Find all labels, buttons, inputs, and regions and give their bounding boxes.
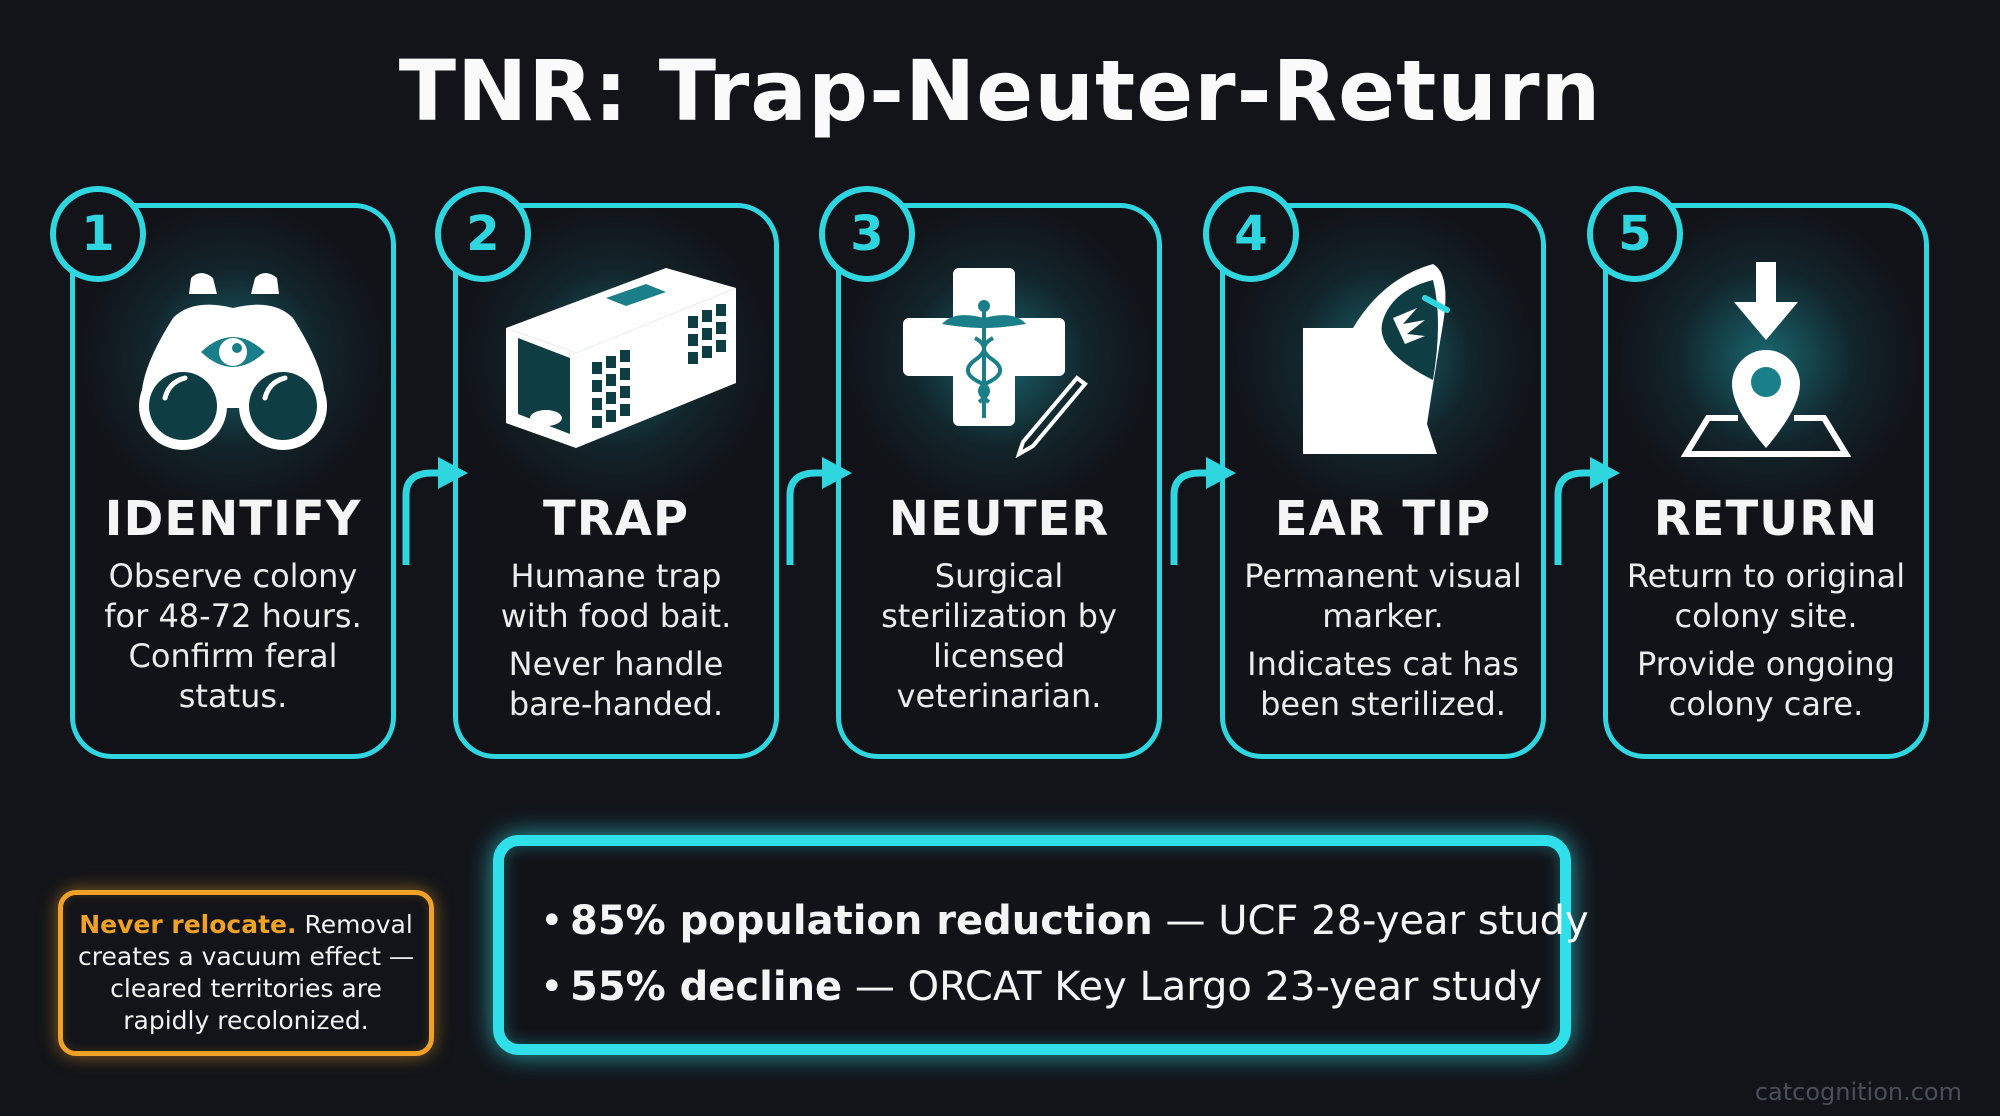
arrow-right-icon — [402, 457, 468, 565]
step-description: Permanent visual marker. Indicates cat h… — [1239, 556, 1527, 732]
step-title: EAR TIP — [1274, 491, 1492, 547]
step-number-badge: 5 — [1587, 186, 1683, 282]
return-location-pin-icon — [1680, 262, 1852, 457]
step-description: Surgical sterilization by licensed veter… — [855, 556, 1143, 724]
step-description-line: Indicates cat has been sterilized. — [1247, 645, 1519, 723]
warning-body: Removal creates a vacuum effect — cleare… — [78, 910, 414, 1035]
bullet-icon: • — [540, 898, 564, 944]
arrow-right-icon — [1554, 457, 1620, 565]
step-description-line: Surgical sterilization by licensed veter… — [881, 557, 1117, 715]
step-description: Return to original colony site. Provide … — [1622, 556, 1910, 732]
step-card-neuter: NEUTER Surgical sterilization by license… — [836, 203, 1162, 759]
bullet-icon: • — [540, 964, 564, 1010]
step-card-trap: TRAP Humane trap with food bait. Never h… — [453, 203, 779, 759]
step-number-badge: 2 — [435, 186, 531, 282]
step-title: NEUTER — [888, 491, 1110, 547]
step-description-line: Never handle bare-handed. — [508, 645, 724, 723]
warning-highlight: Never relocate. — [79, 910, 297, 939]
stat-source: — UCF 28-year study — [1152, 898, 1589, 944]
warning-text: Never relocate. Removal creates a vacuum… — [75, 909, 417, 1037]
step-title: RETURN — [1653, 491, 1879, 547]
step-description-line: Provide ongoing colony care. — [1637, 645, 1895, 723]
stat-item: • 85% population reduction — UCF 28-year … — [540, 888, 1589, 954]
warning-callout: Never relocate. Removal creates a vacuum… — [58, 890, 434, 1056]
step-number-badge: 4 — [1203, 186, 1299, 282]
stats-box: • 85% population reduction — UCF 28-year … — [493, 835, 1589, 1055]
binoculars-eye-icon — [139, 273, 327, 450]
arrow-right-icon — [786, 457, 852, 565]
stat-highlight: 85% population reduction — [570, 898, 1153, 944]
step-description: Observe colony for 48-72 hours. Confirm … — [89, 556, 377, 724]
step-title: TRAP — [542, 491, 690, 547]
step-number-badge: 3 — [819, 186, 915, 282]
step-description-line: Return to original colony site. — [1626, 557, 1906, 635]
humane-trap-cage-icon — [506, 268, 736, 448]
watermark: catcognition.com — [1754, 1078, 1962, 1106]
step-description-line: Humane trap with food bait. — [500, 557, 732, 635]
step-card-identify: IDENTIFY Observe colony for 48-72 hours.… — [70, 203, 396, 759]
step-title: IDENTIFY — [104, 491, 362, 547]
stat-item: • 55% decline — ORCAT Key Largo 23-year s… — [540, 954, 1560, 1020]
arrow-right-icon — [1170, 457, 1236, 565]
step-number-badge: 1 — [50, 186, 146, 282]
cat-ear-tip-icon — [1303, 264, 1450, 454]
stat-source: — ORCAT Key Largo 23-year study — [842, 964, 1543, 1010]
page-title: TNR: Trap-Neuter-Return — [398, 42, 1602, 140]
medical-cross-scalpel-icon — [903, 268, 1088, 458]
step-card-return: RETURN Return to original colony site. P… — [1603, 203, 1929, 759]
step-description-line: Observe colony for 48-72 hours. Confirm … — [104, 557, 362, 715]
stat-highlight: 55% decline — [570, 964, 843, 1010]
step-card-ear-tip: EAR TIP Permanent visual marker. Indicat… — [1220, 203, 1546, 759]
step-description-line: Permanent visual marker. — [1244, 557, 1522, 635]
step-description: Humane trap with food bait. Never handle… — [472, 556, 760, 732]
